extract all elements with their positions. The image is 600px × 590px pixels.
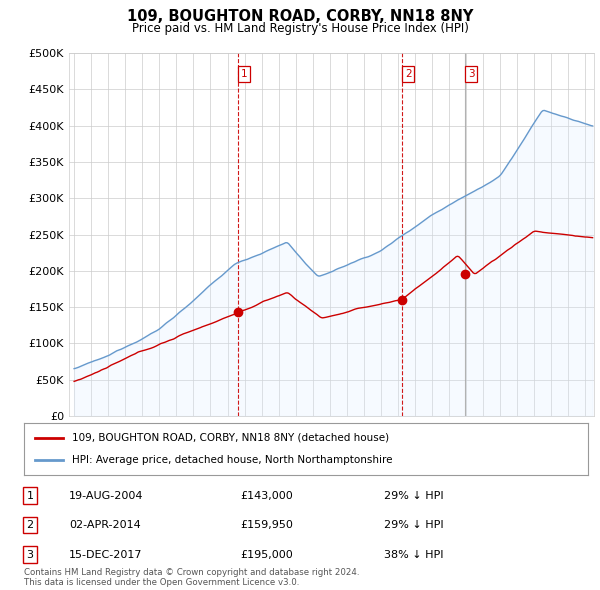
Text: 2: 2 [26,520,34,530]
Text: Contains HM Land Registry data © Crown copyright and database right 2024.
This d: Contains HM Land Registry data © Crown c… [24,568,359,587]
Text: 109, BOUGHTON ROAD, CORBY, NN18 8NY: 109, BOUGHTON ROAD, CORBY, NN18 8NY [127,9,473,24]
Text: 29% ↓ HPI: 29% ↓ HPI [384,491,443,500]
Text: 1: 1 [26,491,34,500]
Text: 29% ↓ HPI: 29% ↓ HPI [384,520,443,530]
Text: 1: 1 [241,69,247,79]
Text: £159,950: £159,950 [240,520,293,530]
Text: 15-DEC-2017: 15-DEC-2017 [69,550,143,559]
Text: £143,000: £143,000 [240,491,293,500]
Text: 3: 3 [26,550,34,559]
Text: 109, BOUGHTON ROAD, CORBY, NN18 8NY (detached house): 109, BOUGHTON ROAD, CORBY, NN18 8NY (det… [72,432,389,442]
Text: 3: 3 [468,69,475,79]
Text: HPI: Average price, detached house, North Northamptonshire: HPI: Average price, detached house, Nort… [72,455,392,466]
Text: Price paid vs. HM Land Registry's House Price Index (HPI): Price paid vs. HM Land Registry's House … [131,22,469,35]
Text: 19-AUG-2004: 19-AUG-2004 [69,491,143,500]
Text: 2: 2 [405,69,412,79]
Text: £195,000: £195,000 [240,550,293,559]
Text: 38% ↓ HPI: 38% ↓ HPI [384,550,443,559]
Text: 02-APR-2014: 02-APR-2014 [69,520,141,530]
